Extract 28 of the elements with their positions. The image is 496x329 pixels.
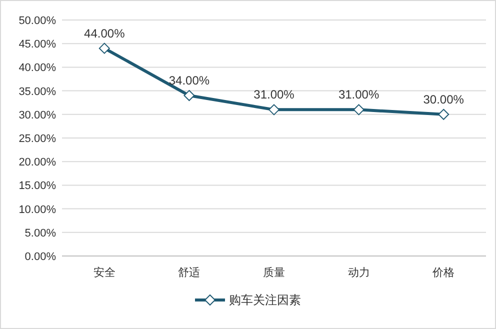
point <box>268 104 280 116</box>
data-label: 30.00% <box>423 92 464 106</box>
legend: 购车关注因素 <box>195 293 301 307</box>
y-tick-label: 25.00% <box>18 133 56 145</box>
x-tick-label: 价格 <box>432 267 455 279</box>
y-tick-label: 0.00% <box>24 251 56 263</box>
data-label: 31.00% <box>338 88 380 102</box>
y-tick-label: 40.00% <box>18 62 56 74</box>
point <box>438 108 450 120</box>
point <box>353 104 364 116</box>
y-tick-label: 5.00% <box>24 227 56 240</box>
y-tick-label: 30.00% <box>18 109 56 122</box>
point <box>184 90 195 102</box>
point <box>98 42 110 54</box>
y-tick-label: 10.00% <box>18 204 56 216</box>
y-tick-label: 45.00% <box>18 38 56 51</box>
y-tick-label: 20.00% <box>18 156 56 169</box>
legend-label: 购车关注因素 <box>229 293 301 307</box>
x-tick-label: 质量 <box>263 266 285 279</box>
data-label: 31.00% <box>254 88 295 102</box>
y-tick-label: 15.00% <box>18 180 56 192</box>
data-label: 34.00% <box>168 74 210 88</box>
data-label: 44.00% <box>84 26 126 40</box>
y-tick-label: 50.00% <box>18 15 56 27</box>
x-tick-label: 动力 <box>348 266 370 279</box>
x-tick-label: 舒适 <box>178 266 200 279</box>
x-tick-label: 安全 <box>93 266 116 279</box>
y-tick-label: 35.00% <box>18 86 56 98</box>
